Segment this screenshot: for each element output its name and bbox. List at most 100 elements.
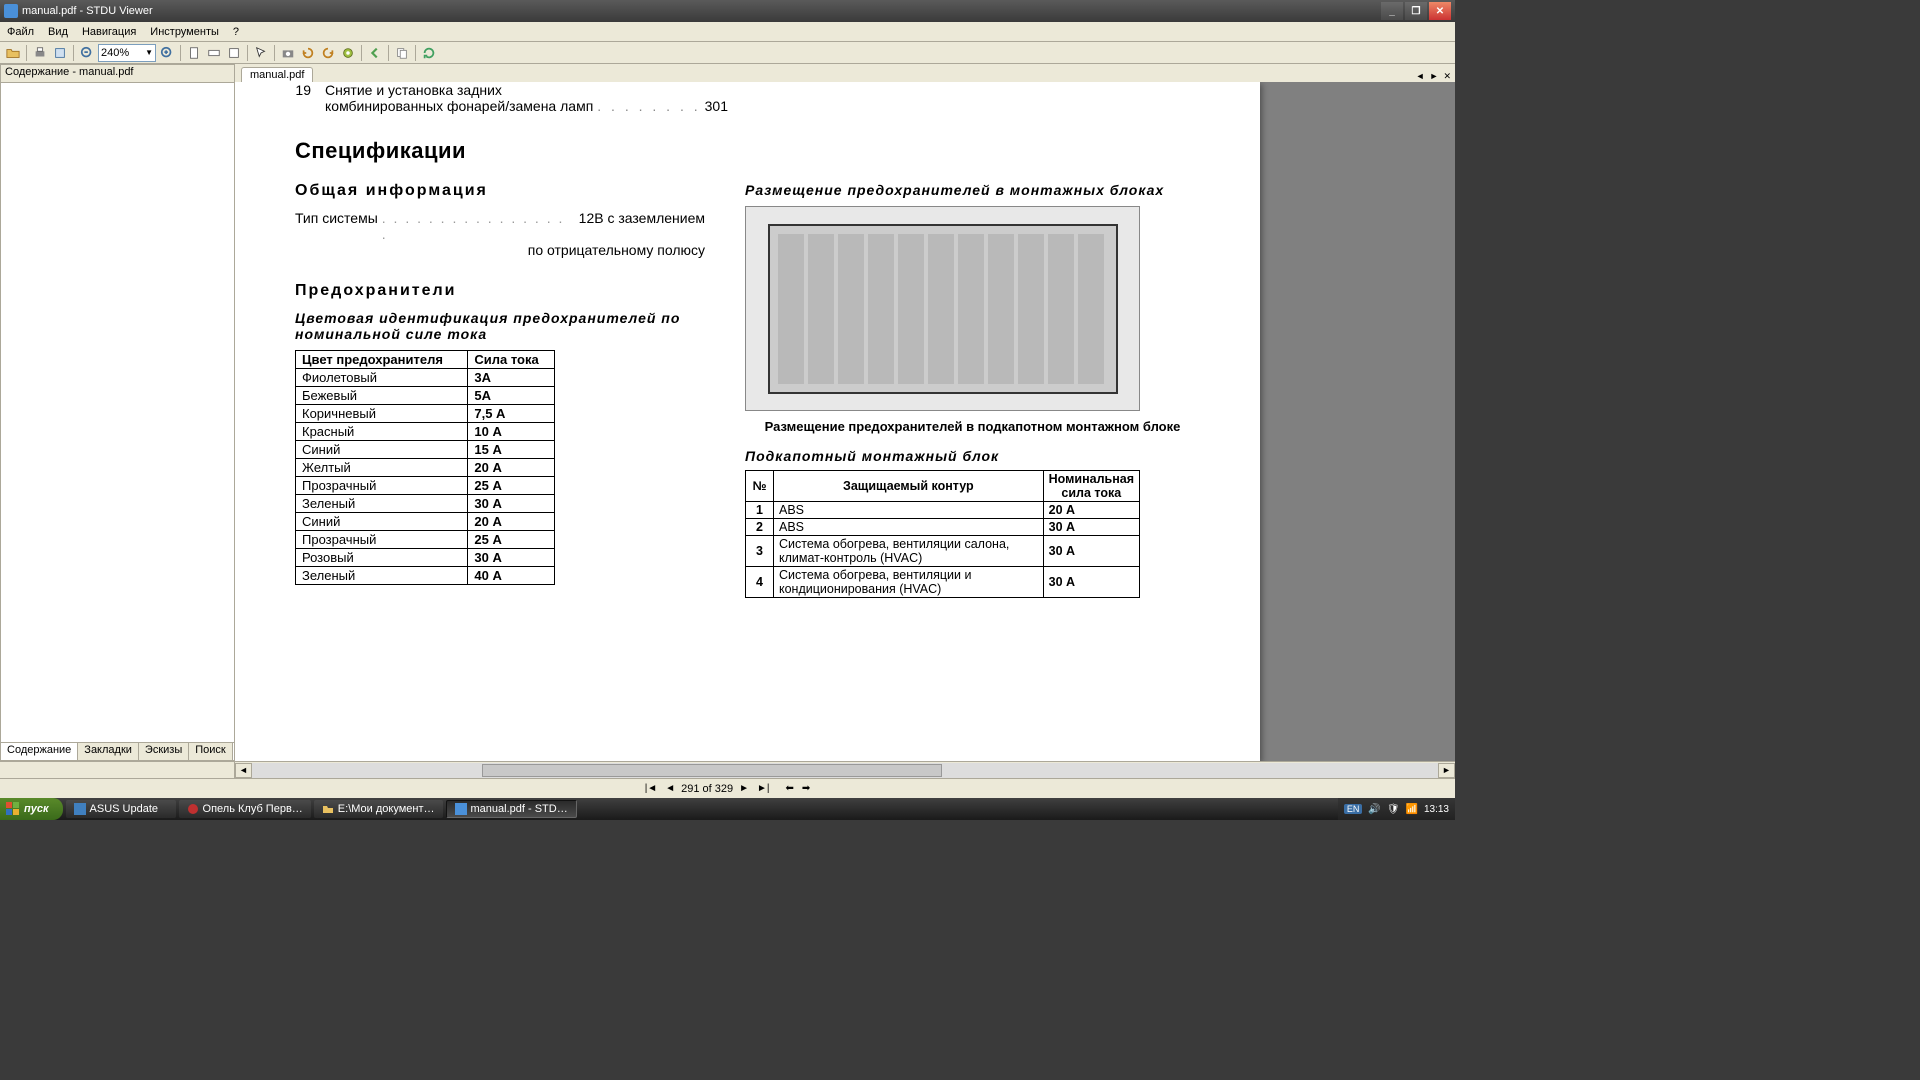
tab-close-icon[interactable]: ✕ [1441, 71, 1453, 82]
select-tool-button[interactable] [252, 44, 270, 62]
fit-width-button[interactable] [205, 44, 223, 62]
fit-page-button[interactable] [185, 44, 203, 62]
taskbar: пуск ASUS Update Опель Клуб Перв… E:\Мои… [0, 798, 1455, 820]
fit-width-icon [207, 46, 221, 60]
document-tab[interactable]: manual.pdf [241, 67, 313, 82]
rotate-right-button[interactable] [319, 44, 337, 62]
table-row: Коричневый7,5 А [296, 405, 555, 423]
zoom-combo[interactable]: 240%▼ [98, 44, 156, 62]
zoom-in-button[interactable] [158, 44, 176, 62]
stdu-icon [455, 803, 467, 815]
sidebar-tab-search[interactable]: Поиск [189, 743, 232, 760]
folder-icon [322, 803, 334, 815]
fit-page-icon [187, 46, 201, 60]
table-row: 1ABS20 А [746, 502, 1140, 519]
heading-fuses: Предохранители [295, 282, 705, 300]
scroll-track[interactable] [252, 763, 1438, 778]
table-row: 2ABS30 А [746, 519, 1140, 536]
clock[interactable]: 13:13 [1424, 804, 1449, 815]
toc-text-2: комбинированных фонарей/замена ламп [325, 98, 593, 114]
nav-forward-button[interactable]: ➡ [800, 783, 812, 794]
app-icon [74, 803, 86, 815]
menu-file[interactable]: Файл [0, 26, 41, 38]
copy-button[interactable] [393, 44, 411, 62]
settings-button[interactable] [339, 44, 357, 62]
minimize-button[interactable]: _ [1381, 2, 1403, 20]
tab-prev-icon[interactable]: ◄ [1414, 71, 1427, 82]
snapshot-button[interactable] [279, 44, 297, 62]
tray-icon[interactable]: 📶 [1406, 804, 1418, 815]
taskbar-item-opel[interactable]: Опель Клуб Перв… [179, 800, 311, 818]
scroll-thumb[interactable] [482, 764, 942, 777]
title-bar: manual.pdf - STDU Viewer _ ❐ ✕ [0, 0, 1455, 22]
windows-icon [6, 802, 20, 816]
toolbar: 240%▼ [0, 42, 1455, 64]
table-row: Зеленый40 А [296, 567, 555, 585]
menu-tools[interactable]: Инструменты [143, 26, 226, 38]
menu-view[interactable]: Вид [41, 26, 75, 38]
horizontal-scrollbar[interactable]: ◄ ► [0, 761, 1455, 778]
back-button[interactable] [366, 44, 384, 62]
system-val-2: по отрицательному полюсу [295, 242, 705, 258]
camera-icon [281, 46, 295, 60]
scroll-right-button[interactable]: ► [1438, 763, 1455, 778]
block-h3: Номинальная сила тока [1043, 471, 1139, 502]
tab-next-icon[interactable]: ► [1428, 71, 1441, 82]
table-row: Зеленый30 А [296, 495, 555, 513]
system-tray[interactable]: EN 🔊 🛡 📶 13:13 [1338, 798, 1455, 820]
page-info: 291 of 329 [681, 783, 733, 795]
last-page-button[interactable]: ►| [755, 783, 772, 794]
open-button[interactable] [4, 44, 22, 62]
document-view[interactable]: 19 Снятие и установка задних комбинирова… [235, 82, 1455, 761]
fuse-table-h2: Сила тока [468, 351, 555, 369]
fuse-table-h1: Цвет предохранителя [296, 351, 468, 369]
toc-text-1: Снятие и установка задних [325, 82, 502, 98]
language-indicator[interactable]: EN [1344, 804, 1363, 814]
taskbar-item-asus[interactable]: ASUS Update [66, 800, 176, 818]
zoom-out-button[interactable] [78, 44, 96, 62]
menu-help[interactable]: ? [226, 26, 246, 38]
taskbar-item-stdu[interactable]: manual.pdf - STD… [446, 800, 577, 818]
toc-dots: . . . . . . . . [593, 98, 704, 114]
heading-general: Общая информация [295, 182, 705, 200]
next-page-button[interactable]: ► [737, 783, 751, 794]
sidebar-body[interactable] [1, 83, 234, 742]
export-button[interactable] [51, 44, 69, 62]
toc-page: 301 [705, 98, 728, 114]
sidebar-tab-thumbnails[interactable]: Эскизы [139, 743, 189, 760]
actual-size-icon [227, 46, 241, 60]
nav-back-button[interactable]: ⬅ [784, 783, 796, 794]
table-row: Розовый30 А [296, 549, 555, 567]
system-label: Тип системы [295, 210, 378, 242]
tray-icon[interactable]: 🔊 [1368, 804, 1380, 815]
scroll-left-button[interactable]: ◄ [235, 763, 252, 778]
tray-icon[interactable]: 🛡 [1387, 804, 1400, 815]
close-button[interactable]: ✕ [1429, 2, 1451, 20]
table-row: Желтый20 А [296, 459, 555, 477]
taskbar-item-explorer[interactable]: E:\Мои документ… [314, 800, 443, 818]
zoom-value: 240% [101, 47, 129, 59]
block-title: Подкапотный монтажный блок [745, 448, 1200, 464]
sidebar-tab-contents[interactable]: Содержание [1, 743, 78, 760]
start-label: пуск [24, 803, 49, 815]
maximize-button[interactable]: ❐ [1405, 2, 1427, 20]
copy-icon [395, 46, 409, 60]
system-val-1: 12В с заземлением [579, 210, 705, 242]
rotate-left-button[interactable] [299, 44, 317, 62]
first-page-button[interactable]: |◄ [643, 783, 660, 794]
zoom-out-icon [80, 46, 94, 60]
refresh-button[interactable] [420, 44, 438, 62]
menu-navigation[interactable]: Навигация [75, 26, 143, 38]
table-row: Прозрачный25 А [296, 477, 555, 495]
fusebox-image [745, 206, 1140, 411]
back-icon [368, 46, 382, 60]
prev-page-button[interactable]: ◄ [663, 783, 677, 794]
block-h2: Защищаемый контур [774, 471, 1044, 502]
actual-size-button[interactable] [225, 44, 243, 62]
start-button[interactable]: пуск [0, 798, 63, 820]
sidebar: Содержание - manual.pdf Содержание Закла… [0, 64, 235, 761]
sidebar-tab-bookmarks[interactable]: Закладки [78, 743, 139, 760]
table-row: Бежевый5А [296, 387, 555, 405]
print-button[interactable] [31, 44, 49, 62]
table-row: Прозрачный25 А [296, 531, 555, 549]
